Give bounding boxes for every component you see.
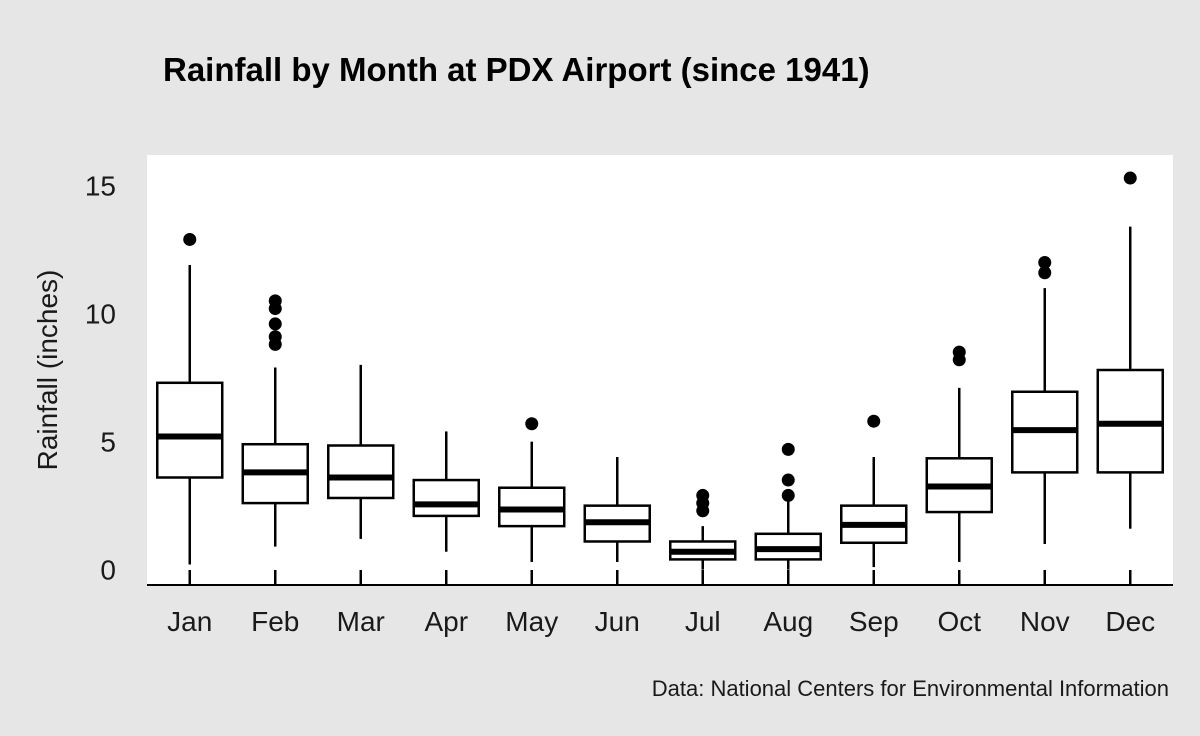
box-jan — [156, 232, 224, 565]
x-tick-label: Jul — [685, 606, 721, 637]
outlier-point — [268, 317, 282, 331]
outlier-point — [268, 294, 282, 308]
x-tick-label: Apr — [424, 606, 468, 637]
iqr-box — [327, 444, 395, 500]
box-feb — [241, 294, 309, 547]
box-jul — [669, 488, 737, 570]
box-sep — [840, 414, 908, 568]
chart-title: Rainfall by Month at PDX Airport (since … — [163, 51, 870, 88]
x-tick-label: Jun — [595, 606, 640, 637]
iqr-box — [412, 478, 480, 518]
outlier-point — [183, 232, 197, 246]
box-oct — [925, 345, 993, 562]
outlier-point — [1038, 256, 1052, 269]
y-tick-label: 10 — [85, 299, 116, 330]
box-jun — [583, 457, 651, 562]
outlier-point — [268, 330, 282, 344]
box-series — [156, 171, 1164, 570]
outlier-point — [952, 345, 966, 359]
box-mar — [327, 364, 395, 539]
outlier-point — [696, 488, 710, 502]
x-tick-label: Aug — [763, 606, 813, 637]
box-dec — [1096, 171, 1164, 529]
plot-panel — [147, 155, 1173, 585]
box-may — [498, 417, 566, 562]
x-tick-label: Jan — [167, 606, 212, 637]
box-aug — [754, 442, 822, 570]
outlier-point — [781, 473, 795, 487]
x-tick-label: Nov — [1020, 606, 1070, 637]
iqr-box — [156, 381, 224, 479]
y-tick-label: 15 — [85, 171, 116, 202]
y-tick-label: 0 — [100, 555, 116, 586]
x-axis-ticks: Jan Feb Mar Apr May Jun Jul Aug Sep Oct Nov Dec — [167, 570, 1155, 637]
y-axis-title: Rainfall (inches) — [32, 270, 63, 471]
outlier-point — [1038, 266, 1052, 280]
x-tick-label: Dec — [1105, 606, 1155, 637]
outlier-point — [781, 442, 795, 456]
box-nov — [1011, 256, 1079, 545]
outlier-point — [781, 488, 795, 502]
x-tick-label: Feb — [251, 606, 299, 637]
outlier-point — [1123, 171, 1137, 185]
box-apr — [412, 431, 480, 552]
x-tick-label: Sep — [849, 606, 899, 637]
outlier-point — [867, 414, 881, 428]
y-tick-label: 5 — [100, 427, 116, 458]
outlier-point — [525, 417, 539, 431]
x-tick-label: Mar — [337, 606, 385, 637]
chart-caption: Data: National Centers for Environmental… — [652, 676, 1169, 701]
x-tick-label: Oct — [937, 606, 981, 637]
y-axis-ticks: 0 5 10 15 — [85, 171, 116, 586]
x-tick-label: May — [505, 606, 558, 637]
